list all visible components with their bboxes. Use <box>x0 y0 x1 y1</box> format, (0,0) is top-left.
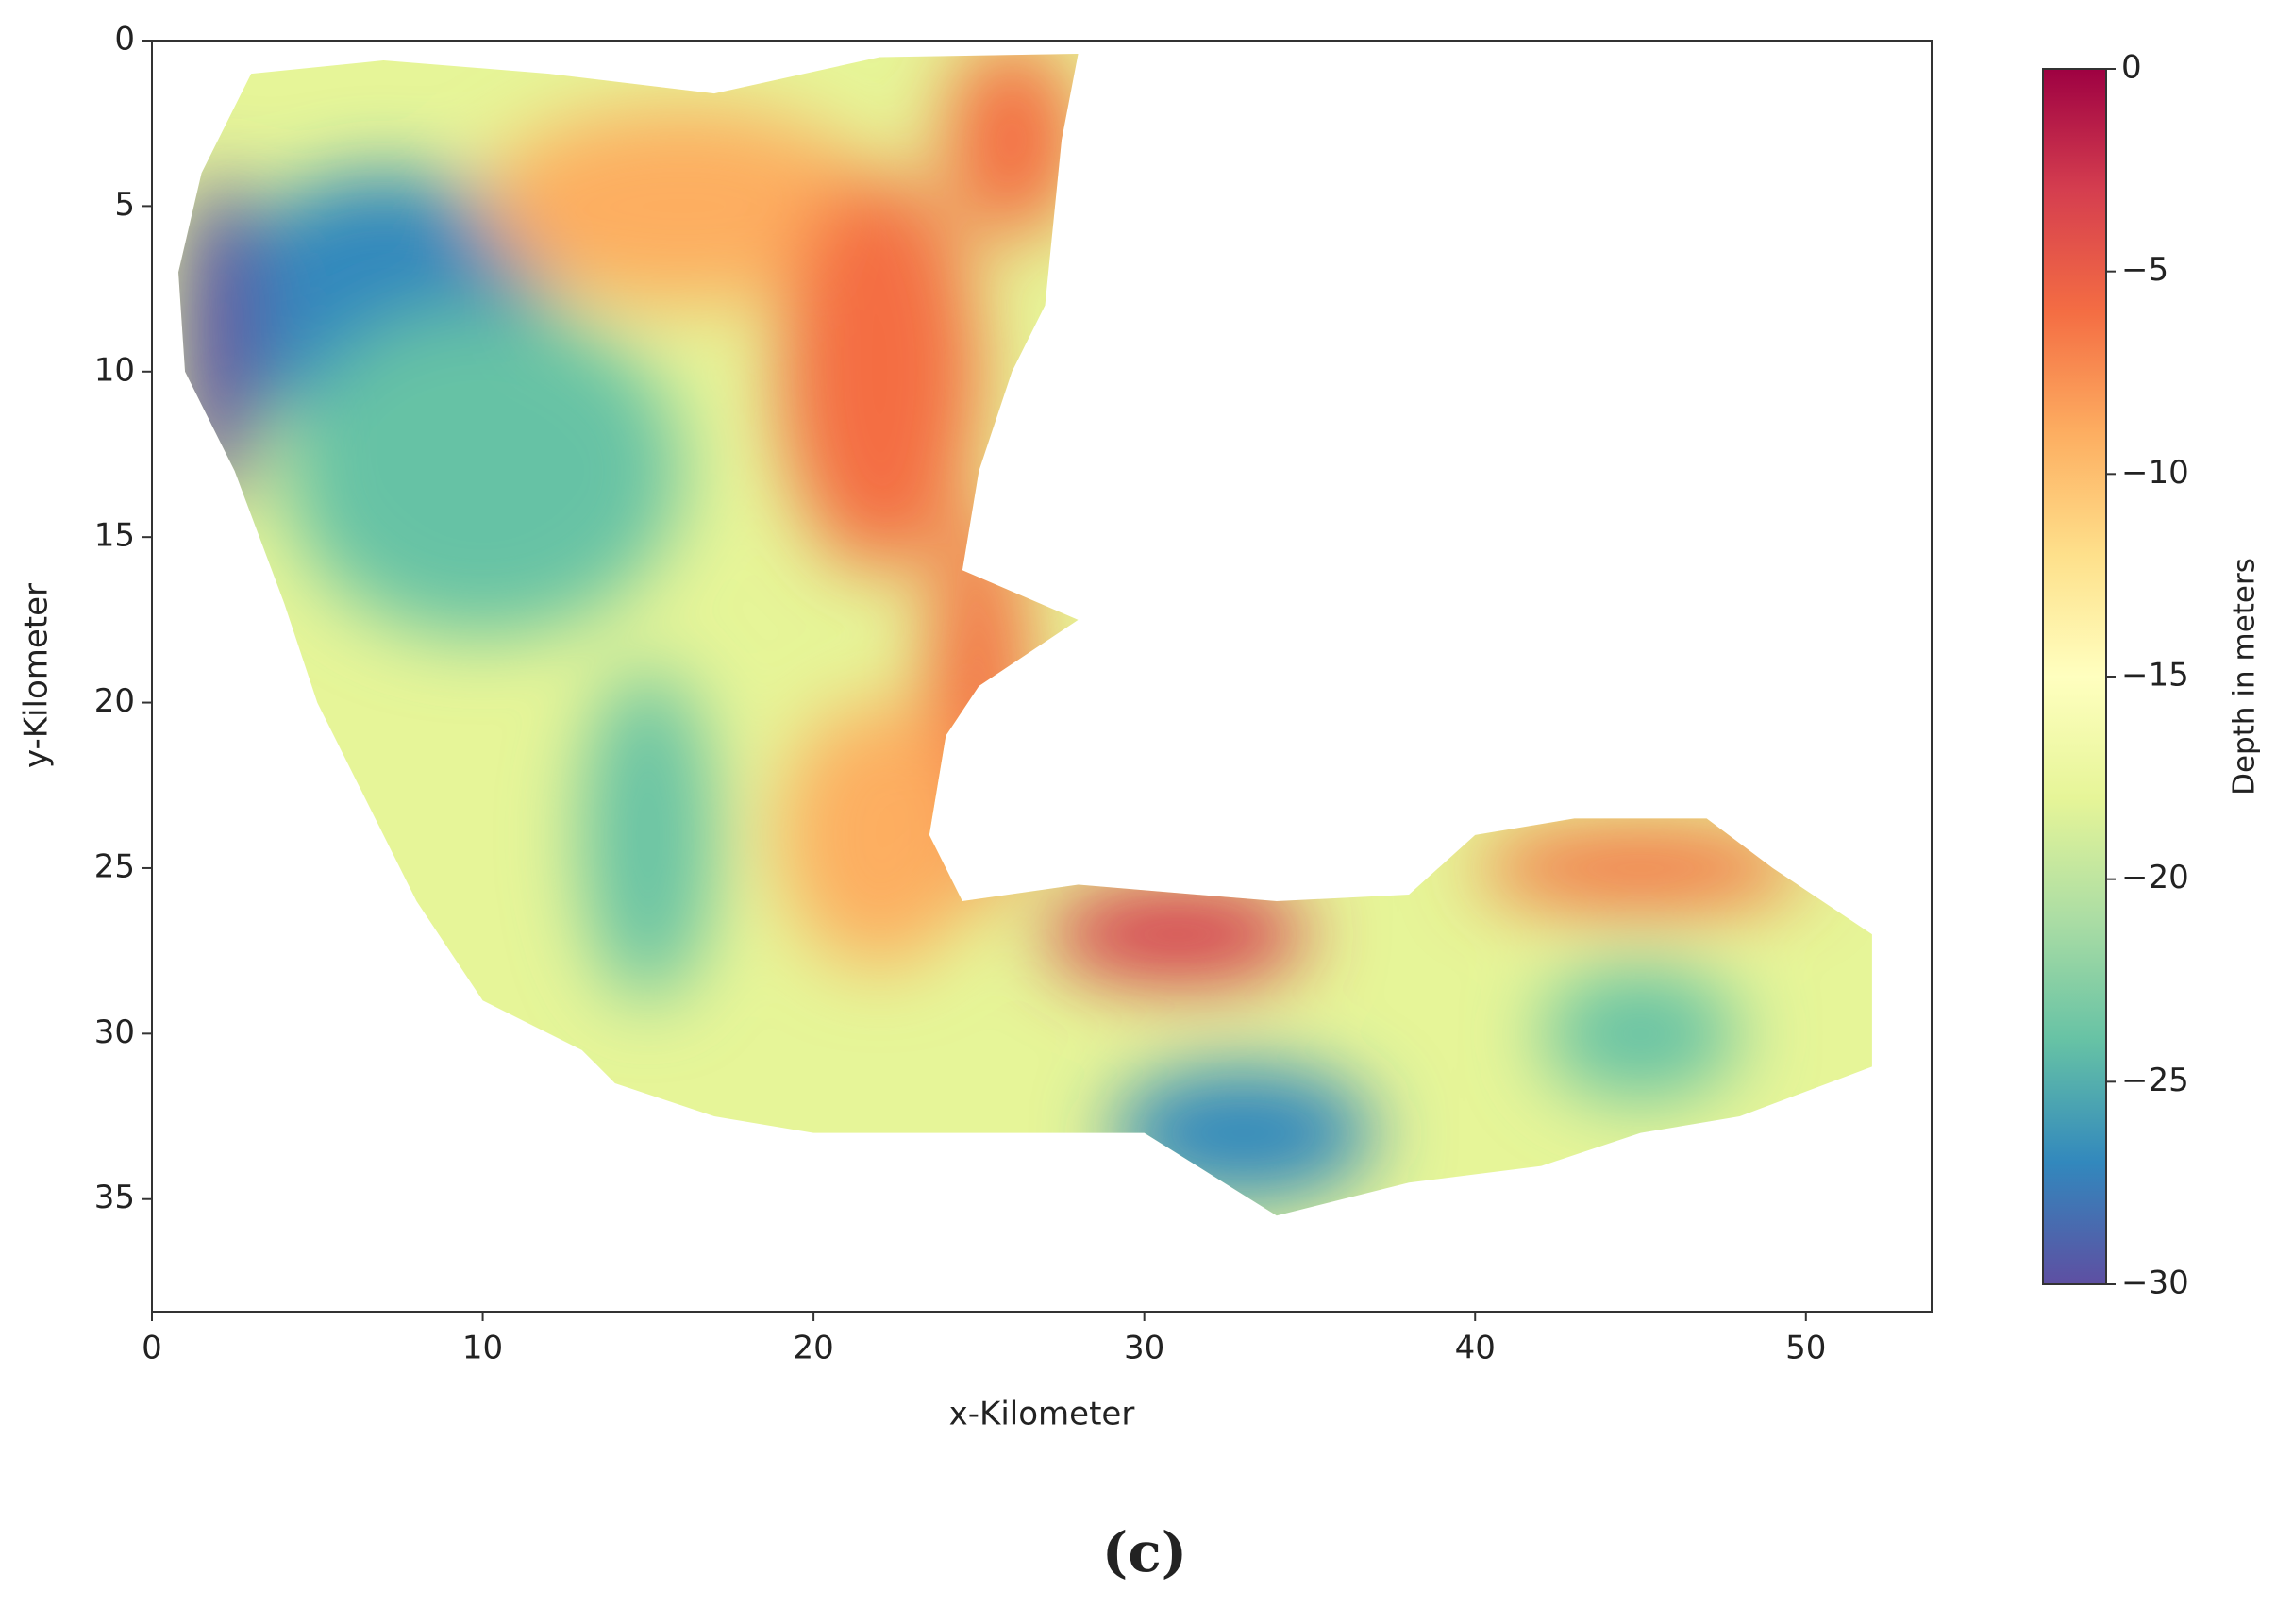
colorbar-tick-label: −25 <box>2121 1062 2189 1099</box>
colorbar-tick-label: 0 <box>2121 49 2142 87</box>
map-region <box>929 504 1029 902</box>
caption: (c) <box>1102 1520 1187 1584</box>
x-axis-label: x-Kilometer <box>949 1396 1135 1433</box>
map-region <box>581 669 714 1001</box>
x-tick-label: 10 <box>462 1330 503 1367</box>
map-region <box>284 305 681 637</box>
map-region <box>482 107 880 306</box>
x-tick-label: 0 <box>142 1330 162 1367</box>
x-tick-label: 30 <box>1124 1330 1164 1367</box>
map-region <box>178 173 259 505</box>
y-tick-label: 25 <box>94 847 135 885</box>
map-region <box>946 54 1079 240</box>
y-tick-label: 35 <box>94 1179 135 1216</box>
map-region <box>1111 1066 1377 1199</box>
map-region <box>1541 967 1740 1100</box>
y-tick-label: 5 <box>114 186 135 224</box>
map-region <box>780 702 979 968</box>
colorbar <box>2042 68 2107 1285</box>
plot-frame <box>151 40 1933 1313</box>
y-tick-label: 30 <box>94 1013 135 1051</box>
x-tick-label: 20 <box>793 1330 833 1367</box>
x-tick-label: 50 <box>1785 1330 1826 1367</box>
map-region <box>780 173 979 571</box>
colorbar-tick-label: −10 <box>2121 454 2189 492</box>
y-axis-label: y-Kilometer <box>18 583 56 768</box>
y-tick-label: 15 <box>94 517 135 555</box>
colorbar-tick-label: −30 <box>2121 1264 2189 1302</box>
x-tick-label: 40 <box>1455 1330 1496 1367</box>
colorbar-tick-label: −20 <box>2121 859 2189 896</box>
colorbar-tick-label: −15 <box>2121 657 2189 695</box>
depth-map <box>178 54 1872 1216</box>
y-tick-label: 10 <box>94 351 135 389</box>
map-region <box>1475 828 1806 909</box>
y-tick-label: 20 <box>94 682 135 720</box>
colorbar-tick-label: −5 <box>2121 251 2168 289</box>
map-region <box>1045 884 1310 984</box>
y-tick-label: 0 <box>114 21 135 59</box>
colorbar-label: Depth in meters <box>2228 558 2262 795</box>
